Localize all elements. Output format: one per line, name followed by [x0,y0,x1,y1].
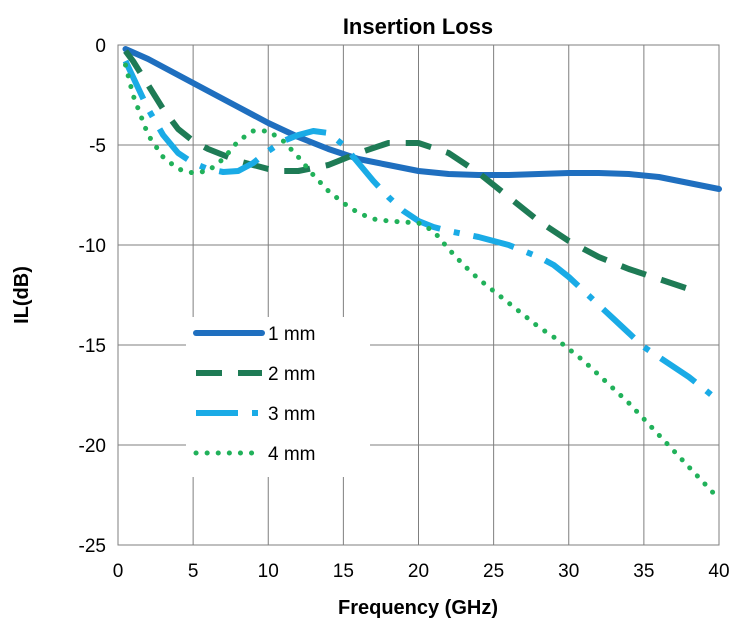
legend-label: 1 mm [268,324,316,345]
y-tick-label: -20 [79,436,106,457]
legend: 1 mm 2 mm 3 mm 4 mm [186,317,370,477]
series-line-4 [123,62,722,502]
x-tick-label: 0 [113,561,124,582]
y-tick-label: 0 [95,36,106,57]
x-tick-label: 25 [483,561,504,582]
legend-label: 4 mm [268,444,316,465]
series-layer [122,46,722,502]
series-line-1 [122,46,722,192]
x-axis-label: Frequency (GHz) [338,597,498,619]
y-axis-label: IL(dB) [11,266,33,324]
x-tick-label: 10 [258,561,279,582]
x-tick-label: 40 [708,561,729,582]
legend-box [186,317,370,477]
x-tick-label: 35 [633,561,654,582]
y-tick-label: -5 [89,136,106,157]
y-tick-label: -15 [79,336,106,357]
y-tick-label: -25 [79,536,106,557]
legend-label: 3 mm [268,404,316,425]
x-tick-label: 15 [333,561,354,582]
x-tick-label: 30 [558,561,579,582]
plot-area-frame [117,44,720,546]
y-tick-label: -10 [79,236,106,257]
x-tick-label: 20 [408,561,429,582]
grid-lines [117,44,720,546]
series-line-2 [123,49,690,292]
tick-labels: 0 5 10 15 20 25 30 35 40 0 -5 -10 -15 -20 -25 [79,36,730,582]
x-tick-label: 5 [188,561,199,582]
chart-title: Insertion Loss [343,14,493,39]
legend-label: 2 mm [268,364,316,385]
